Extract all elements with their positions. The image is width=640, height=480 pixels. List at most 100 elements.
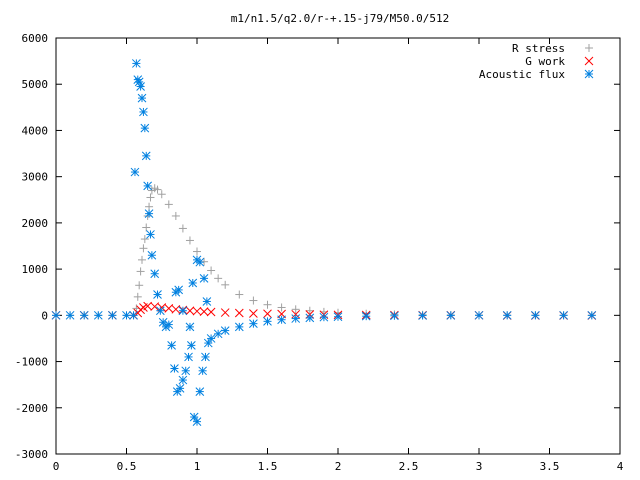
data-point: [135, 281, 144, 290]
x-tick-label: 3: [476, 460, 483, 473]
data-point: [263, 309, 272, 319]
x-tick-label: 4: [617, 460, 624, 473]
data-point: [175, 384, 185, 393]
data-point: [146, 193, 155, 202]
data-point: [333, 312, 343, 322]
data-point: [187, 341, 196, 350]
data-point: [184, 352, 193, 362]
data-point: [185, 306, 195, 316]
data-point: [446, 311, 456, 320]
data-point: [178, 224, 187, 233]
data-point: [164, 200, 173, 209]
data-point: [206, 334, 216, 343]
y-tick-label: 0: [41, 309, 48, 322]
data-point: [192, 306, 202, 316]
data-point: [143, 301, 153, 311]
data-point: [155, 306, 165, 316]
data-point: [291, 305, 300, 314]
data-point: [65, 310, 75, 320]
data-point: [93, 310, 103, 320]
data-point: [181, 366, 191, 376]
data-point: [559, 310, 568, 320]
x-tick-label: 0.5: [117, 460, 137, 473]
data-point: [199, 274, 209, 283]
data-point: [291, 314, 301, 323]
data-point: [167, 341, 176, 350]
y-tick-label: 5000: [22, 78, 49, 91]
data-point: [146, 230, 155, 239]
data-point: [207, 266, 216, 275]
data-point: [198, 366, 207, 376]
data-point: [122, 310, 131, 320]
y-tick-label: 2000: [22, 217, 49, 230]
data-point: [502, 310, 512, 320]
x-tick-label: 1: [194, 460, 201, 473]
data-point: [277, 303, 286, 312]
data-point: [587, 310, 597, 320]
data-point: [319, 312, 329, 322]
legend-label: R stress: [512, 42, 565, 55]
data-point: [185, 322, 195, 332]
legend-label: G work: [525, 55, 565, 68]
data-point: [171, 211, 180, 220]
x-tick-label: 2.5: [399, 460, 419, 473]
data-point: [143, 181, 153, 191]
x-tick-label: 3.5: [540, 460, 560, 473]
data-point: [140, 123, 150, 133]
data-point: [195, 387, 205, 396]
data-point: [108, 310, 117, 320]
data-point: [150, 302, 160, 311]
data-point: [140, 235, 149, 244]
data-point: [213, 329, 223, 339]
data-point: [136, 82, 145, 91]
data-point: [171, 304, 181, 314]
y-tick-label: 1000: [22, 263, 49, 276]
series-3: [51, 59, 597, 426]
data-point: [137, 93, 147, 103]
data-point: [185, 236, 194, 245]
data-point: [188, 278, 198, 288]
y-tick-label: 6000: [22, 32, 49, 45]
data-point: [418, 311, 427, 320]
data-point: [390, 311, 399, 321]
data-point: [79, 310, 89, 320]
data-point: [474, 310, 484, 320]
y-tick-label: -1000: [15, 356, 48, 369]
data-point: [234, 322, 244, 332]
data-point: [157, 190, 166, 199]
data-point: [139, 107, 148, 117]
data-point: [142, 223, 151, 232]
data-point: [138, 255, 147, 264]
data-point: [141, 151, 151, 161]
data-point: [147, 250, 157, 260]
x-tick-label: 1.5: [258, 460, 278, 473]
data-point: [133, 292, 142, 301]
data-marks: [51, 59, 597, 426]
data-point: [249, 296, 258, 305]
x-tick-label: 0: [53, 460, 60, 473]
legend-marker: [584, 69, 594, 79]
data-point: [174, 285, 184, 295]
data-point: [130, 167, 140, 177]
data-point: [51, 310, 61, 320]
data-point: [221, 280, 230, 289]
legend-label: Acoustic flux: [479, 68, 565, 81]
data-point: [531, 310, 540, 320]
data-point: [361, 311, 371, 321]
y-tick-label: 4000: [22, 124, 49, 137]
data-point: [220, 326, 230, 335]
y-tick-label: 3000: [22, 171, 49, 184]
y-tick-label: -3000: [15, 448, 48, 461]
data-point: [201, 352, 210, 362]
data-point: [277, 315, 286, 325]
data-point: [235, 290, 244, 299]
data-point: [263, 300, 272, 309]
data-point: [195, 257, 205, 267]
axes: 0 0.5 1 1.5 2 2.5 3 3.5 4 -3000 -2000 -1000 0 1000 200…: [15, 32, 624, 473]
data-point: [164, 304, 174, 313]
data-point: [150, 269, 160, 279]
data-point: [206, 307, 216, 317]
data-point: [214, 274, 223, 283]
data-point: [291, 309, 301, 319]
data-point: [199, 307, 209, 316]
